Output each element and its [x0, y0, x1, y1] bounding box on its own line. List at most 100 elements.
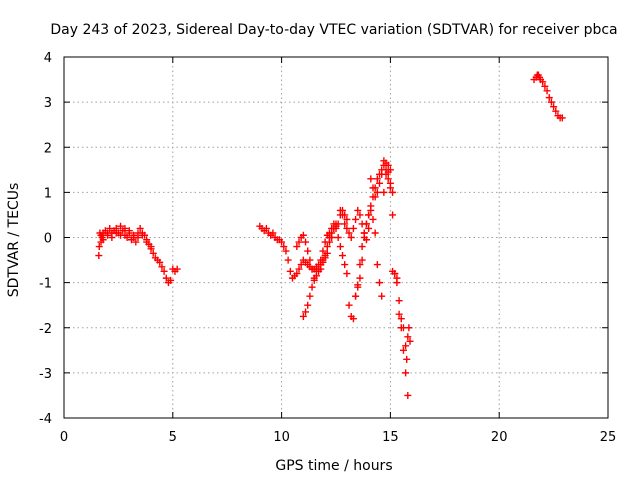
data-point: [167, 276, 175, 284]
data-point: [365, 224, 373, 232]
data-point: [352, 292, 360, 300]
data-point: [365, 211, 373, 219]
x-tick-labels: 0 5 10 15 20 25: [60, 430, 616, 445]
data-point: [402, 342, 410, 350]
y-tick-label: 4: [44, 51, 52, 66]
data-point: [354, 206, 362, 214]
data-point: [325, 238, 333, 246]
data-point: [147, 243, 155, 251]
data-point: [389, 211, 397, 219]
data-point: [389, 188, 397, 196]
data-point: [376, 179, 384, 187]
data-point: [262, 224, 270, 232]
data-point: [343, 215, 351, 223]
data-point: [336, 243, 344, 251]
data-point: [358, 243, 366, 251]
data-point: [378, 292, 386, 300]
chart-title: Day 243 of 2023, Sidereal Day-to-day VTE…: [50, 22, 617, 38]
data-point: [280, 243, 288, 251]
data-point: [334, 220, 342, 228]
data-point: [345, 229, 353, 237]
data-point: [384, 175, 392, 183]
data-point: [149, 249, 157, 257]
data-point: [297, 261, 305, 269]
data-point: [304, 247, 312, 255]
data-point: [162, 274, 170, 282]
data-point: [391, 270, 399, 278]
data-point: [143, 238, 151, 246]
data-point: [339, 252, 347, 260]
data-point: [369, 193, 377, 201]
data-point: [302, 238, 310, 246]
data-point: [332, 224, 340, 232]
data-point: [293, 243, 301, 251]
data-point: [269, 229, 277, 237]
data-point: [547, 98, 555, 106]
data-point: [539, 78, 547, 86]
data-point: [380, 188, 388, 196]
data-point: [95, 252, 103, 260]
y-tick-label: -4: [39, 412, 52, 427]
data-point: [317, 265, 325, 273]
data-point: [121, 224, 129, 232]
y-tick-labels: -4 -3 -2 -1 0 1 2 3 4: [39, 51, 52, 427]
x-axis-label: GPS time / hours: [275, 458, 392, 474]
data-point: [293, 270, 301, 278]
data-point: [99, 236, 107, 244]
y-axis-label: SDTVAR / TECUs: [6, 183, 22, 298]
data-point: [402, 369, 410, 377]
data-point: [310, 276, 318, 284]
y-tick-label: 3: [44, 96, 52, 111]
data-point: [339, 211, 347, 219]
data-point: [160, 267, 168, 275]
data-point: [328, 234, 336, 241]
data-point: [286, 267, 294, 275]
data-point: [125, 227, 133, 235]
data-point: [354, 283, 362, 291]
data-point: [558, 114, 566, 122]
data-point: [382, 166, 390, 174]
data-point: [136, 224, 144, 232]
data-point: [134, 229, 142, 237]
data-point: [336, 206, 344, 214]
data-point: [395, 297, 403, 305]
data-point: [117, 222, 125, 230]
data-point: [130, 234, 138, 241]
data-point: [341, 220, 349, 228]
data-point: [404, 391, 412, 399]
data-point: [323, 243, 331, 251]
y-tick-label: 2: [44, 141, 52, 156]
y-tick-label: 0: [44, 232, 52, 247]
x-tick-label: 20: [491, 430, 508, 445]
data-point: [321, 254, 329, 262]
data-point: [369, 215, 377, 223]
data-point: [341, 261, 349, 269]
data-point: [315, 261, 323, 269]
x-tick-label: 10: [273, 430, 290, 445]
data-point: [550, 103, 558, 111]
y-tick-label: -1: [39, 277, 52, 292]
data-point: [356, 261, 364, 269]
data-point: [347, 234, 355, 241]
data-points: [95, 71, 566, 399]
data-point: [373, 175, 381, 183]
data-point: [156, 258, 164, 266]
data-point: [104, 231, 112, 239]
data-point: [403, 355, 411, 363]
data-point: [404, 333, 412, 341]
y-tick-label: 1: [44, 186, 52, 201]
data-point: [295, 238, 303, 246]
data-point: [319, 258, 327, 266]
data-point: [319, 247, 327, 255]
x-tick-label: 0: [60, 430, 68, 445]
data-point: [306, 292, 314, 300]
data-point: [106, 224, 114, 232]
data-point: [545, 94, 553, 102]
data-point: [312, 272, 320, 280]
series-arc10: [530, 71, 566, 122]
data-point: [343, 270, 351, 278]
x-tick-label: 25: [600, 430, 617, 445]
data-point: [173, 265, 181, 273]
data-point: [325, 229, 333, 237]
data-point: [158, 263, 166, 271]
